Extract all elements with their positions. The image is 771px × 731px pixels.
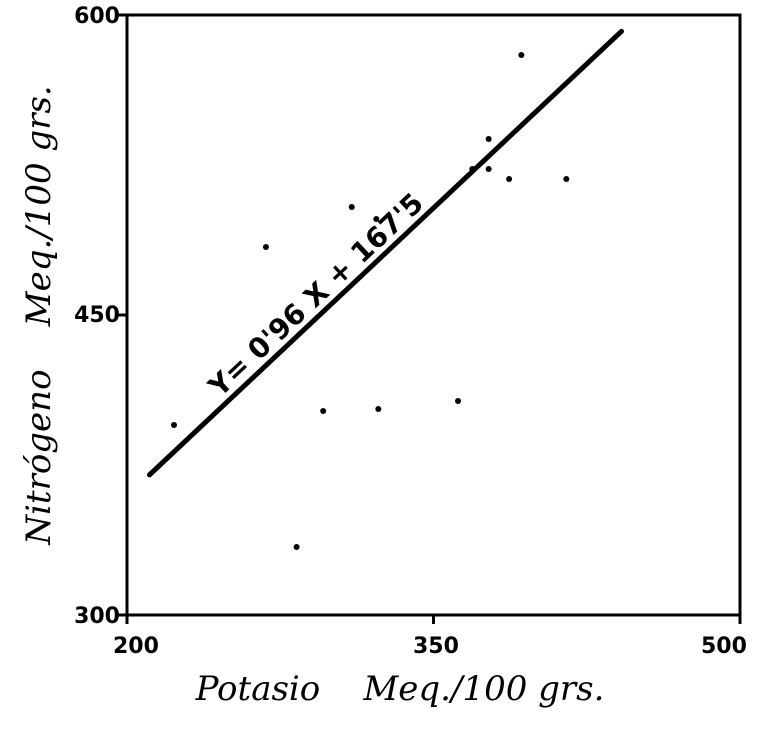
x-tick-label-500: 500 bbox=[701, 634, 747, 659]
data-point bbox=[262, 244, 269, 250]
y-tick-label-450: 450 bbox=[74, 303, 120, 328]
data-point bbox=[485, 166, 492, 172]
data-point bbox=[320, 408, 327, 414]
regression-line bbox=[146, 28, 624, 478]
data-point bbox=[293, 544, 300, 550]
data-point bbox=[375, 406, 382, 412]
data-point bbox=[506, 176, 513, 182]
data-point bbox=[518, 52, 525, 58]
x-axis-title: Potasio Meq./100 grs. bbox=[195, 669, 605, 709]
data-point bbox=[469, 166, 476, 172]
data-point bbox=[455, 398, 462, 404]
x-tick-label-350: 350 bbox=[413, 634, 459, 659]
data-point bbox=[373, 216, 380, 222]
y-axis-title: Nitrógeno Meq./100 grs. bbox=[19, 85, 59, 545]
x-tick-label-200: 200 bbox=[113, 634, 159, 659]
data-point bbox=[170, 422, 177, 428]
plot-frame bbox=[125, 13, 742, 617]
regression-equation: Y= 0'96 X + 167'5 bbox=[201, 186, 429, 403]
data-point bbox=[485, 136, 492, 142]
data-points bbox=[170, 52, 570, 550]
y-tick-label-600: 600 bbox=[74, 4, 120, 29]
y-ticks bbox=[118, 13, 127, 617]
data-point bbox=[563, 176, 570, 182]
y-tick-label-300: 300 bbox=[74, 604, 120, 629]
data-point bbox=[348, 204, 355, 210]
